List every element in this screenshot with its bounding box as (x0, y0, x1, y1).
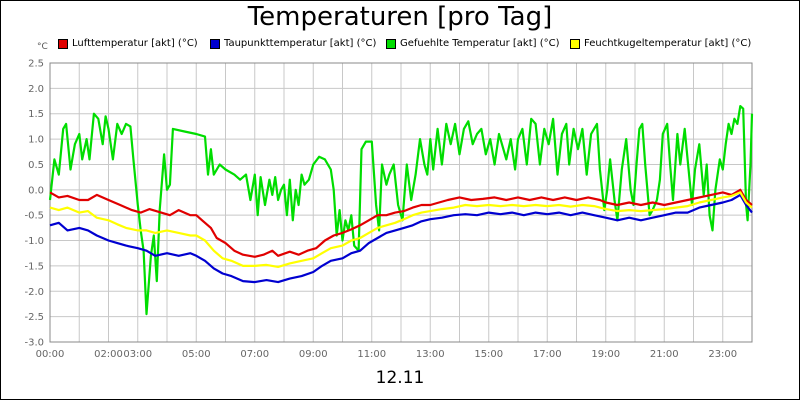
legend-item-feuchtkugeltemperatur: Feuchtkugeltemperatur [akt] (°C) (570, 38, 751, 49)
y-tick-label: -1.0 (24, 236, 44, 247)
legend-swatch (570, 38, 580, 49)
x-tick-label: 03:00 (123, 349, 152, 360)
y-tick-label: -0.5 (24, 211, 44, 222)
series-line-3 (49, 191, 753, 268)
y-tick-label: 0.0 (28, 185, 44, 196)
x-tick-label: 21:00 (650, 349, 679, 360)
x-tick-label: 02:00 (94, 349, 123, 360)
grid (49, 62, 753, 343)
y-tick-label: -2.0 (24, 287, 44, 298)
legend-label: Feuchtkugeltemperatur [akt] (°C) (584, 38, 752, 49)
x-tick-label: 23:00 (708, 349, 737, 360)
x-tick-label: 11:00 (357, 349, 386, 360)
legend-swatch (386, 38, 396, 49)
y-tick-label: -3.0 (24, 338, 44, 349)
y-tick-label: 1.0 (28, 135, 44, 146)
series-line-0 (49, 188, 753, 258)
series-lines (48, 105, 754, 316)
chart-title: Temperaturen [pro Tag] (247, 2, 553, 32)
y-tick-label: 0.5 (28, 160, 44, 171)
series-line-2 (48, 105, 754, 316)
x-axis-date-label: 12.11 (375, 368, 425, 388)
axes: 2.5 2.0 1.5 1.0 0.5 0.0 -0.5 -1.0 -1.5 -2.0 -2.5 -3… (24, 59, 753, 360)
legend-label: Gefuehlte Temperatur [akt] (°C) (400, 38, 560, 49)
x-tick-label: 09:00 (299, 349, 328, 360)
legend-item-taupunkttemperatur: Taupunkttemperatur [akt] (°C) (210, 38, 376, 49)
legend-swatch (58, 38, 68, 49)
x-tick-label: 00:00 (36, 349, 65, 360)
y-tick-label: 2.5 (28, 59, 44, 70)
y-tick-label: 1.5 (28, 109, 44, 120)
y-tick-label: -1.5 (24, 261, 44, 272)
x-tick-label: 17:00 (533, 349, 562, 360)
legend-label: Taupunkttemperatur [akt] (°C) (224, 38, 377, 49)
series-line-1 (49, 193, 753, 284)
plot-border (49, 62, 753, 343)
legend-swatch (210, 38, 220, 49)
legend-item-gefuehlte-temperatur: Gefuehlte Temperatur [akt] (°C) (386, 38, 559, 49)
y-tick-label: 2.0 (28, 84, 44, 95)
x-tick-label: 07:00 (240, 349, 269, 360)
x-tick-label: 13:00 (416, 349, 445, 360)
x-tick-label: 15:00 (474, 349, 503, 360)
x-tick-label: 19:00 (591, 349, 620, 360)
y-axis-unit: °C (37, 42, 48, 52)
legend-item-lufttemperatur: Lufttemperatur [akt] (°C) (58, 38, 198, 49)
legend-label: Lufttemperatur [akt] (°C) (72, 38, 198, 49)
y-tick-label: -2.5 (24, 312, 44, 323)
x-tick-label: 05:00 (182, 349, 211, 360)
